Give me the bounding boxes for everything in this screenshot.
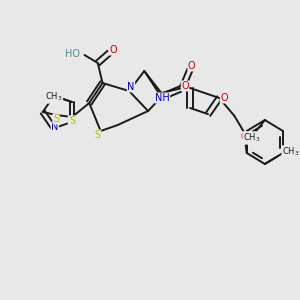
Text: O: O <box>220 93 228 103</box>
Text: CH$_3$: CH$_3$ <box>282 146 299 158</box>
Text: O: O <box>188 61 196 71</box>
Text: NH: NH <box>155 93 170 103</box>
Text: HO: HO <box>65 49 80 59</box>
Text: CH$_3$: CH$_3$ <box>243 132 260 144</box>
Text: O: O <box>240 132 248 142</box>
Text: N: N <box>68 116 76 126</box>
Text: O: O <box>109 45 117 55</box>
Text: N: N <box>127 82 135 92</box>
Text: S: S <box>69 116 75 126</box>
Text: N: N <box>51 122 59 132</box>
Text: S: S <box>53 114 59 124</box>
Text: S: S <box>50 92 56 102</box>
Text: CH$_3$: CH$_3$ <box>45 91 63 103</box>
Text: S: S <box>95 130 101 140</box>
Text: O: O <box>181 81 189 91</box>
